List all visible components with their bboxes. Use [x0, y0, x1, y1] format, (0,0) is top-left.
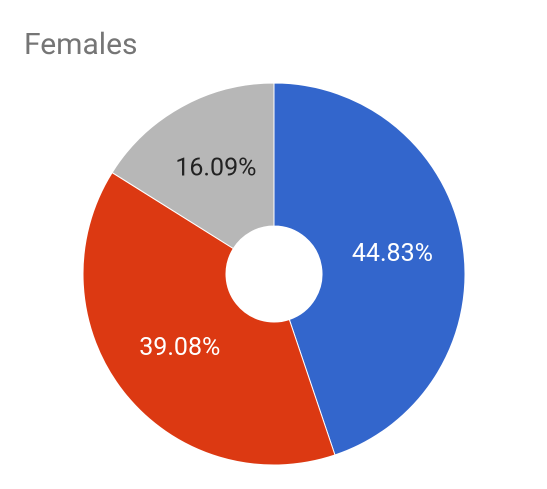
slice: [82, 171, 336, 466]
chart-title: Females: [24, 27, 138, 62]
value-label: 16.09%: [175, 154, 256, 183]
slice: [273, 82, 466, 456]
value-label: 39.08%: [139, 333, 220, 362]
value-label: 44.83%: [352, 239, 433, 268]
slice: [111, 82, 275, 250]
